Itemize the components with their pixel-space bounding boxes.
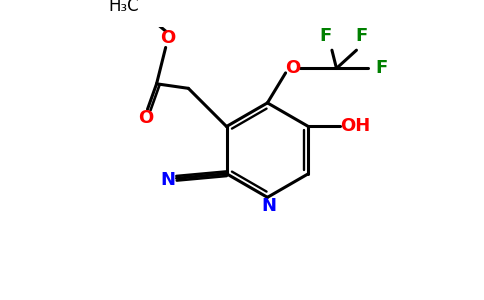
- Text: H₃C: H₃C: [108, 0, 139, 15]
- Text: O: O: [285, 59, 301, 77]
- Text: N: N: [160, 171, 175, 189]
- Text: F: F: [376, 59, 388, 77]
- Text: N: N: [262, 197, 277, 215]
- Text: F: F: [319, 27, 332, 45]
- Text: O: O: [138, 109, 153, 127]
- Text: OH: OH: [340, 118, 371, 136]
- Text: F: F: [356, 27, 368, 45]
- Text: O: O: [160, 29, 175, 47]
